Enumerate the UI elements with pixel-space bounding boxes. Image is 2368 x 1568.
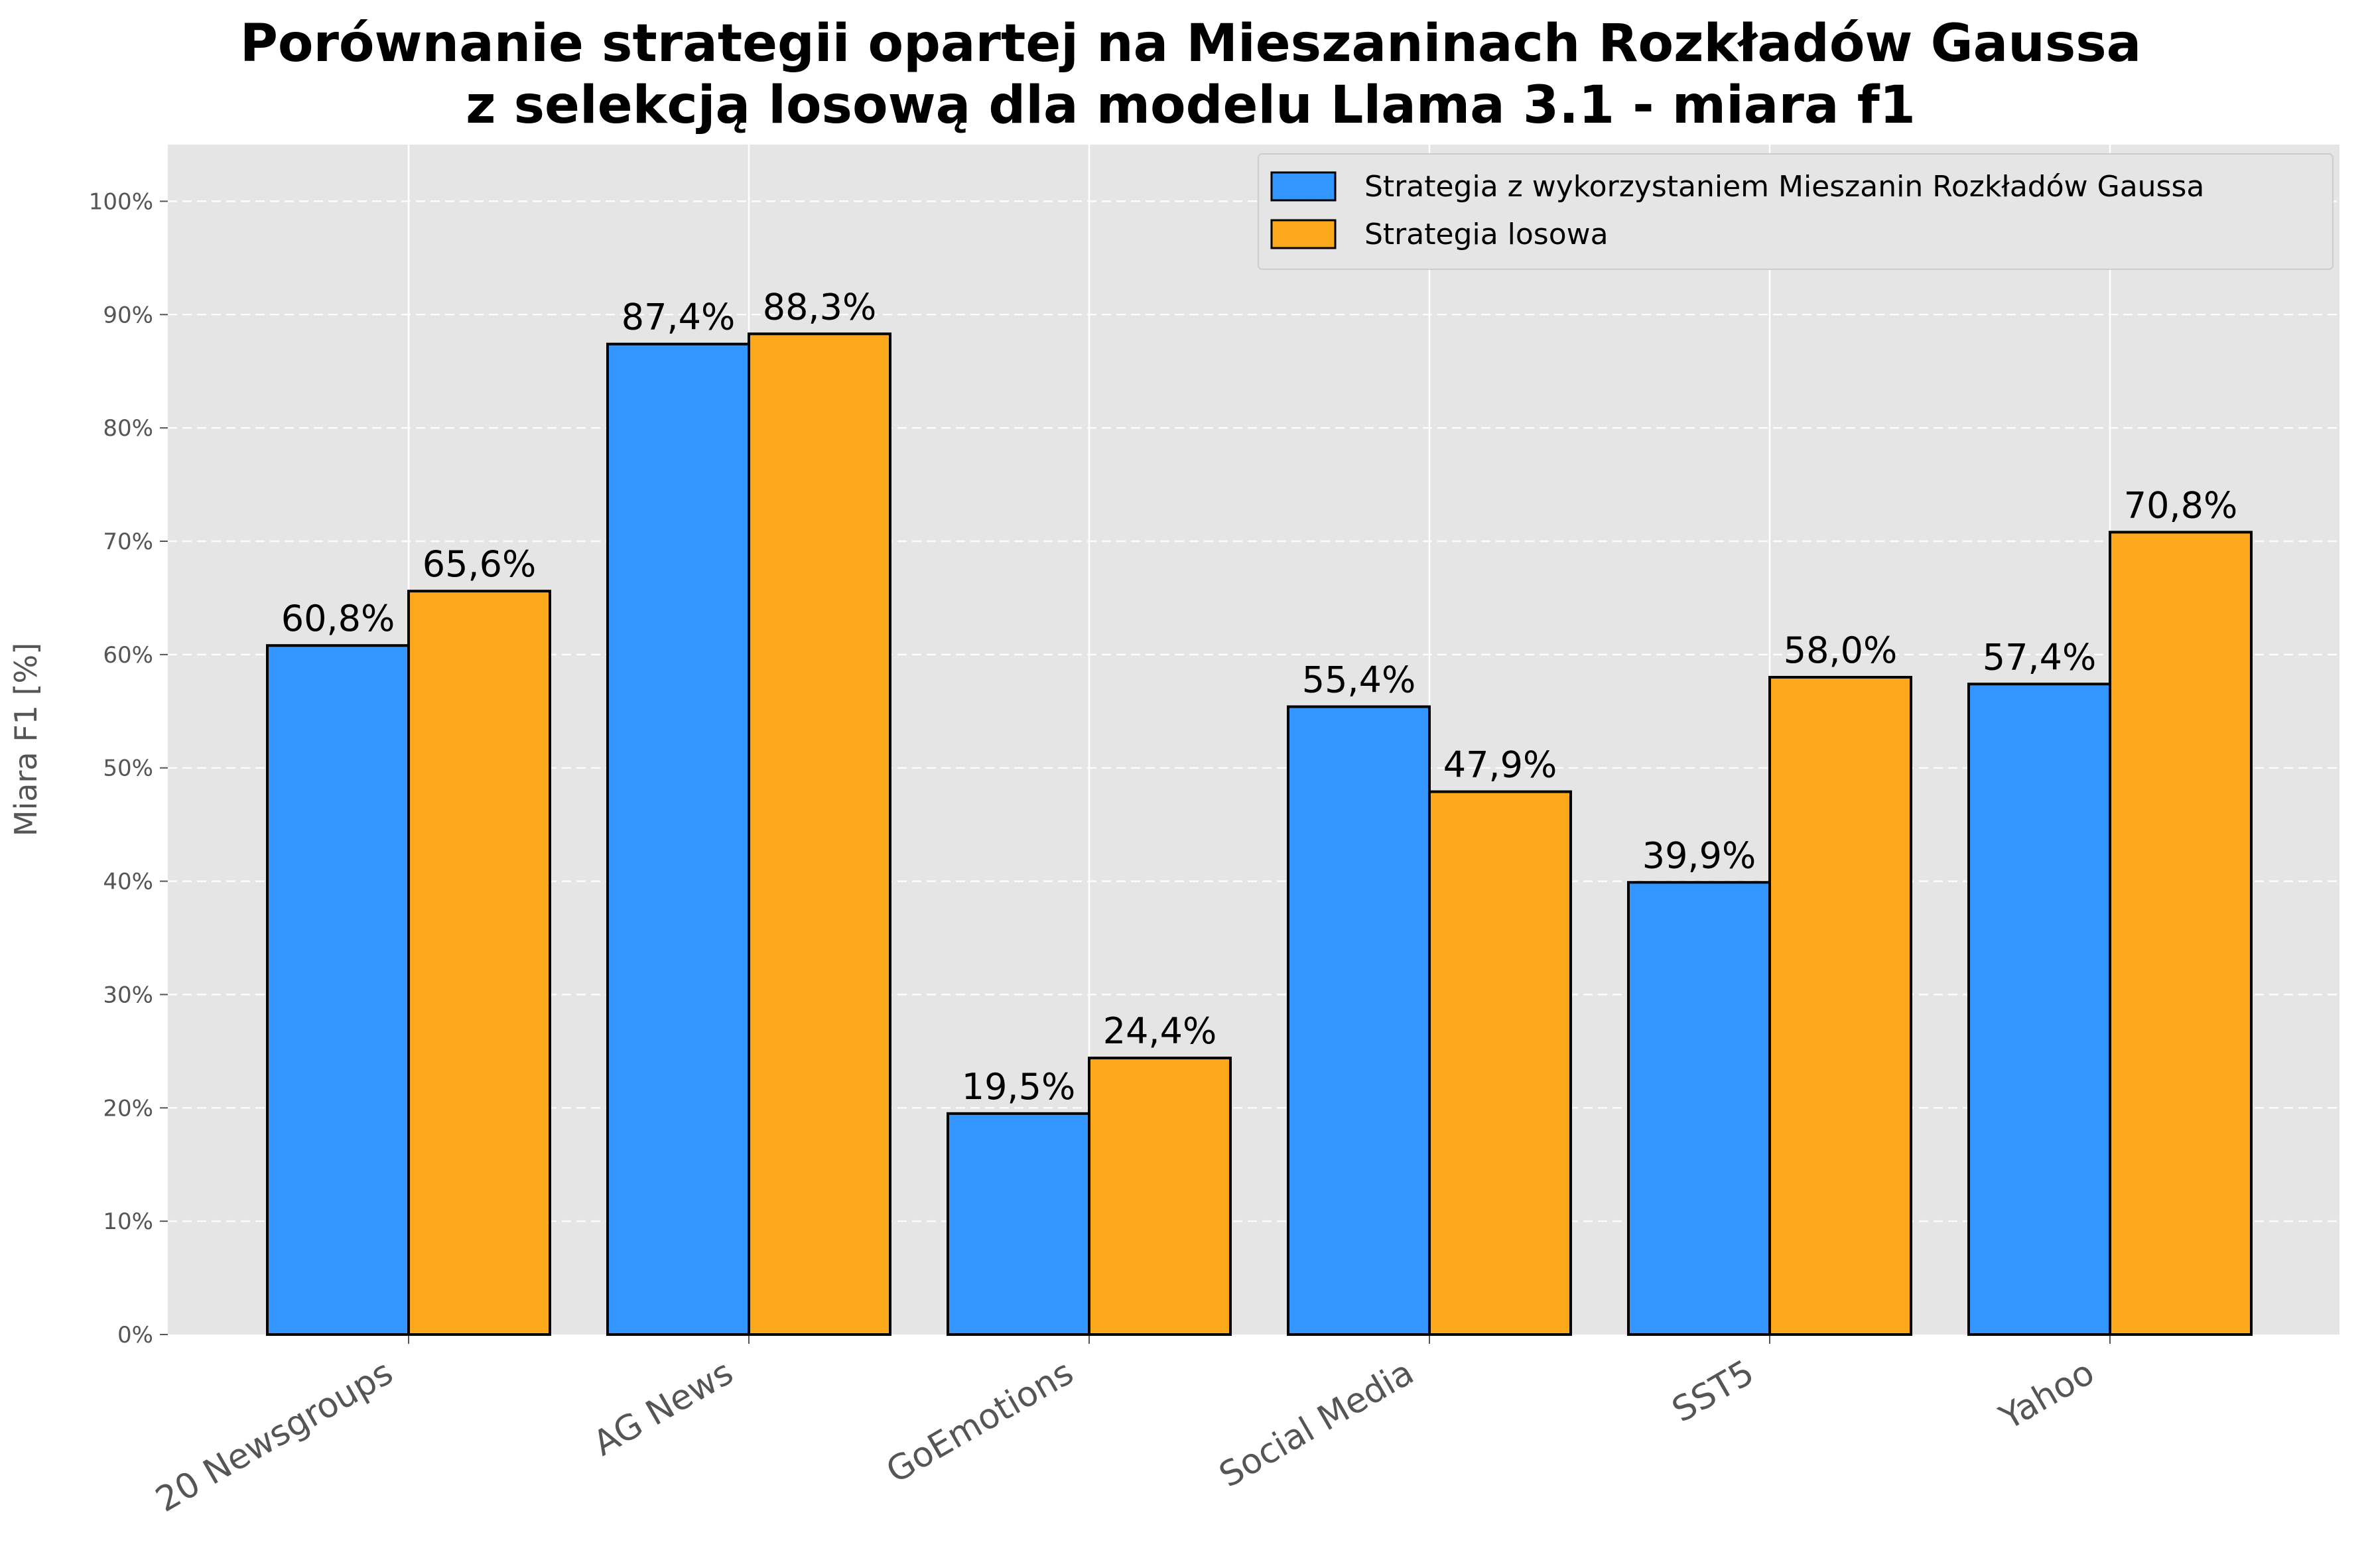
data-labels: 60,8% 87,4% 19,5% 55,4% 39,9% 57,4% 65,6% 88,3%…	[281, 286, 2238, 1107]
y-tick-label: 100%	[89, 188, 153, 215]
legend-label: Strategia z wykorzystaniem Mieszanin Roz…	[1364, 170, 2204, 204]
y-tick-label: 70%	[103, 529, 153, 555]
bar	[1967, 683, 2111, 1336]
y-tick-label: 0%	[117, 1322, 153, 1348]
bar-data-label: 87,4%	[622, 296, 736, 338]
bar	[1627, 881, 1771, 1336]
bar-data-label: 60,8%	[281, 598, 395, 639]
bar-data-label: 65,6%	[423, 543, 537, 585]
bar	[407, 590, 551, 1336]
legend-box	[1258, 153, 2334, 270]
y-tick-label: 30%	[103, 982, 153, 1008]
bar-data-label: 55,4%	[1302, 659, 1416, 700]
y-tick-label: 40%	[103, 869, 153, 895]
x-tick-label: 20 Newsgroups	[149, 1352, 400, 1520]
bar-data-label: 57,4%	[1983, 636, 2097, 678]
x-tick-label: GoEmotions	[880, 1352, 1080, 1491]
y-tick-label: 10%	[103, 1209, 153, 1235]
chart-title-line-1: Porównanie strategii opartej na Mieszani…	[240, 14, 2142, 74]
bar-data-label: 88,3%	[763, 286, 877, 328]
bar-data-label: 47,9%	[1443, 744, 1557, 786]
bar	[1287, 705, 1431, 1336]
x-tick-label: SST5	[1666, 1352, 1760, 1430]
y-tick-label: 80%	[103, 415, 153, 442]
chart-title-line-2: z selekcją losową dla modelu Llama 3.1 -…	[466, 76, 1916, 135]
legend-swatch	[1270, 219, 1337, 249]
bar-data-label: 24,4%	[1103, 1010, 1217, 1052]
bar-data-label: 58,0%	[1784, 629, 1898, 671]
bar	[748, 332, 891, 1336]
bar	[606, 342, 750, 1336]
x-tick-label: AG News	[587, 1352, 740, 1464]
legend-swatch	[1270, 171, 1337, 202]
bar	[1768, 676, 1912, 1336]
legend-label: Strategia losowa	[1364, 218, 1609, 251]
x-tick-label: Yahoo	[1993, 1352, 2101, 1438]
legend: Strategia z wykorzystaniem Mieszanin Roz…	[1258, 153, 2334, 270]
bar	[1088, 1057, 1232, 1336]
bar-data-label: 39,9%	[1642, 834, 1756, 876]
y-tick-label: 20%	[103, 1095, 153, 1122]
bar	[947, 1112, 1090, 1337]
y-tick-label: 90%	[103, 302, 153, 328]
bar	[1428, 790, 1572, 1336]
y-tick-label: 50%	[103, 755, 153, 782]
y-tick-label: 60%	[103, 642, 153, 669]
bar	[266, 644, 410, 1336]
y-axis-label: Miara F1 [%]	[8, 643, 44, 836]
bars	[266, 332, 2253, 1337]
bar-data-label: 19,5%	[962, 1066, 1076, 1108]
bar-data-label: 70,8%	[2124, 484, 2238, 526]
bar	[2109, 531, 2253, 1336]
x-tick-label: Social Media	[1213, 1352, 1420, 1495]
